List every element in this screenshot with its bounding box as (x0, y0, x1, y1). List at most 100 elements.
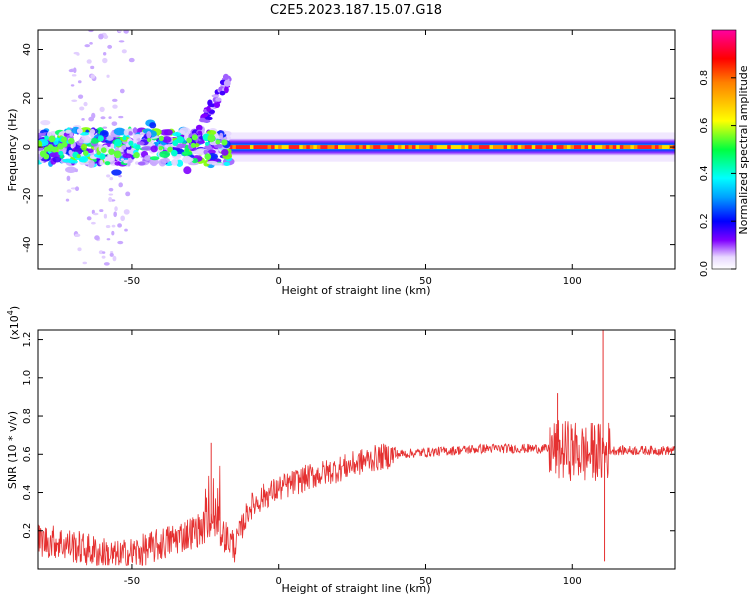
band-peak (577, 145, 582, 150)
scatter-blob (89, 128, 96, 135)
band-peak (630, 145, 635, 150)
band-peak (373, 145, 378, 150)
scatter-blob (132, 127, 138, 134)
band-peak (387, 145, 392, 150)
band-peak (493, 145, 497, 150)
band-peak (521, 145, 526, 150)
faint-point (86, 59, 92, 64)
band-peak (242, 145, 247, 150)
band-peak (246, 145, 251, 150)
scatter-blob (162, 136, 172, 144)
trend-point (197, 130, 203, 135)
faint-point (106, 74, 110, 78)
trend-point (206, 105, 211, 112)
scatter-blob (123, 129, 129, 136)
scatter-blob (206, 160, 218, 165)
snr-ticks: -50 0 50 100 0.2 0.4 0.6 0.8 1.0 1.2 (22, 330, 675, 587)
scatter-blob (103, 156, 115, 163)
faint-point (81, 117, 85, 121)
faint-point (100, 116, 106, 120)
scatter-blob (40, 119, 51, 126)
faint-point (71, 99, 78, 102)
trend-point (215, 97, 222, 102)
hotspot (204, 153, 212, 160)
band-peak (362, 145, 367, 150)
scatter-blob (78, 157, 88, 163)
band-peak (471, 145, 476, 150)
band-peak (503, 145, 508, 150)
band-peak (359, 145, 364, 150)
hotspot (205, 141, 210, 146)
faint-point (77, 94, 84, 99)
band-peak (647, 145, 652, 150)
faint-point (123, 209, 130, 215)
faint-point (121, 49, 127, 54)
faint-point (82, 261, 88, 265)
scatter-blob (149, 122, 157, 129)
x-tick-label: 50 (419, 276, 432, 287)
colorbar-gradient (711, 29, 737, 270)
x-tick-label: 0 (276, 276, 282, 287)
band-peak (404, 145, 409, 150)
scatter-blob (172, 132, 182, 137)
hotspot (172, 140, 179, 147)
band-peak (376, 145, 381, 150)
scatter-blob (182, 156, 194, 163)
band-peak (517, 145, 522, 150)
hotspot (167, 146, 174, 153)
scatter-blob (176, 143, 188, 149)
band-peak (623, 145, 628, 150)
faint-point (101, 251, 106, 254)
hotspot (76, 154, 81, 159)
faint-point (86, 216, 92, 221)
hotspot (57, 143, 64, 150)
snr-line (38, 420, 675, 566)
faint-point (66, 175, 71, 182)
faint-point (118, 40, 125, 43)
faint-point (69, 132, 74, 137)
faint-point (117, 223, 122, 228)
faint-point (83, 101, 88, 107)
band-peak (411, 145, 416, 150)
trend-point (223, 79, 231, 87)
faint-point (125, 191, 131, 197)
band-peak (408, 145, 413, 150)
hotspot (146, 137, 152, 143)
scatter-blob (49, 131, 55, 137)
faint-point (120, 158, 125, 161)
band-peak (256, 145, 261, 150)
band-peak (422, 145, 427, 150)
colorbar-tick-label: 0.2 (699, 213, 710, 229)
faint-point (103, 262, 110, 266)
scatter-blob (65, 129, 72, 134)
band-peak (401, 145, 406, 150)
faint-point (106, 238, 111, 241)
band-peak (366, 145, 371, 150)
trend-point (204, 116, 213, 121)
y-tick-label: 0.2 (22, 523, 33, 539)
band-peak (383, 145, 388, 150)
band-peak (274, 145, 279, 150)
hotspot (133, 151, 140, 159)
hotspot (186, 137, 193, 144)
scatter-blob (90, 138, 100, 144)
band-peak (316, 145, 321, 150)
faint-point (121, 145, 127, 150)
hotspot (46, 144, 55, 152)
scatter-blob (52, 156, 62, 163)
scatter-blob (150, 145, 158, 153)
band-peak (313, 145, 318, 150)
band-peak (584, 145, 589, 150)
band-peak (450, 145, 455, 150)
band-peak (253, 145, 258, 150)
band-peak (609, 145, 614, 150)
faint-point (70, 84, 75, 87)
band-peak (556, 145, 561, 150)
band-peak (651, 145, 656, 150)
faint-point (78, 138, 84, 144)
y-tick-label: 0.6 (22, 446, 33, 462)
band-peak (538, 145, 543, 150)
band-peak (535, 145, 540, 150)
faint-point (102, 57, 108, 64)
